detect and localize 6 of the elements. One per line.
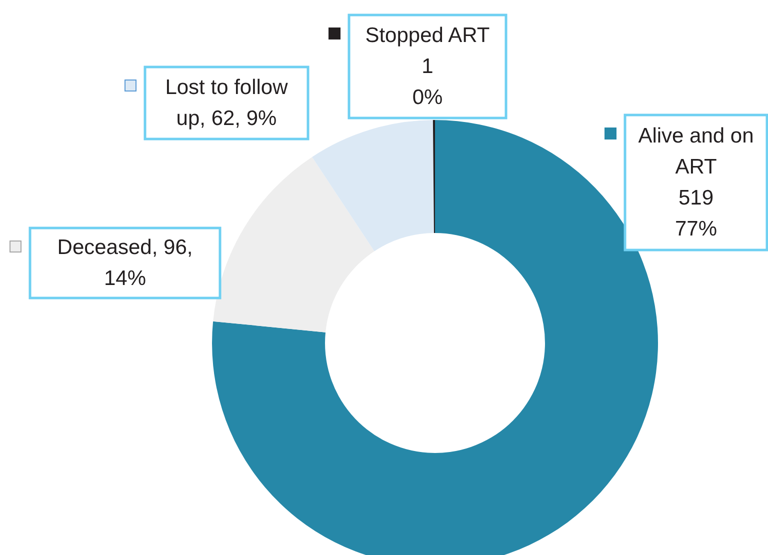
data-label: 1 0% xyxy=(412,55,443,109)
legend-label: Deceased, 96, 14% xyxy=(57,236,193,290)
data-label: 519 77% xyxy=(674,186,718,240)
legend-label: Lost to follow up, 62, 9% xyxy=(165,76,289,130)
legend-label: Stopped ART xyxy=(365,24,490,47)
legend-label: Alive and on ART xyxy=(638,124,754,178)
